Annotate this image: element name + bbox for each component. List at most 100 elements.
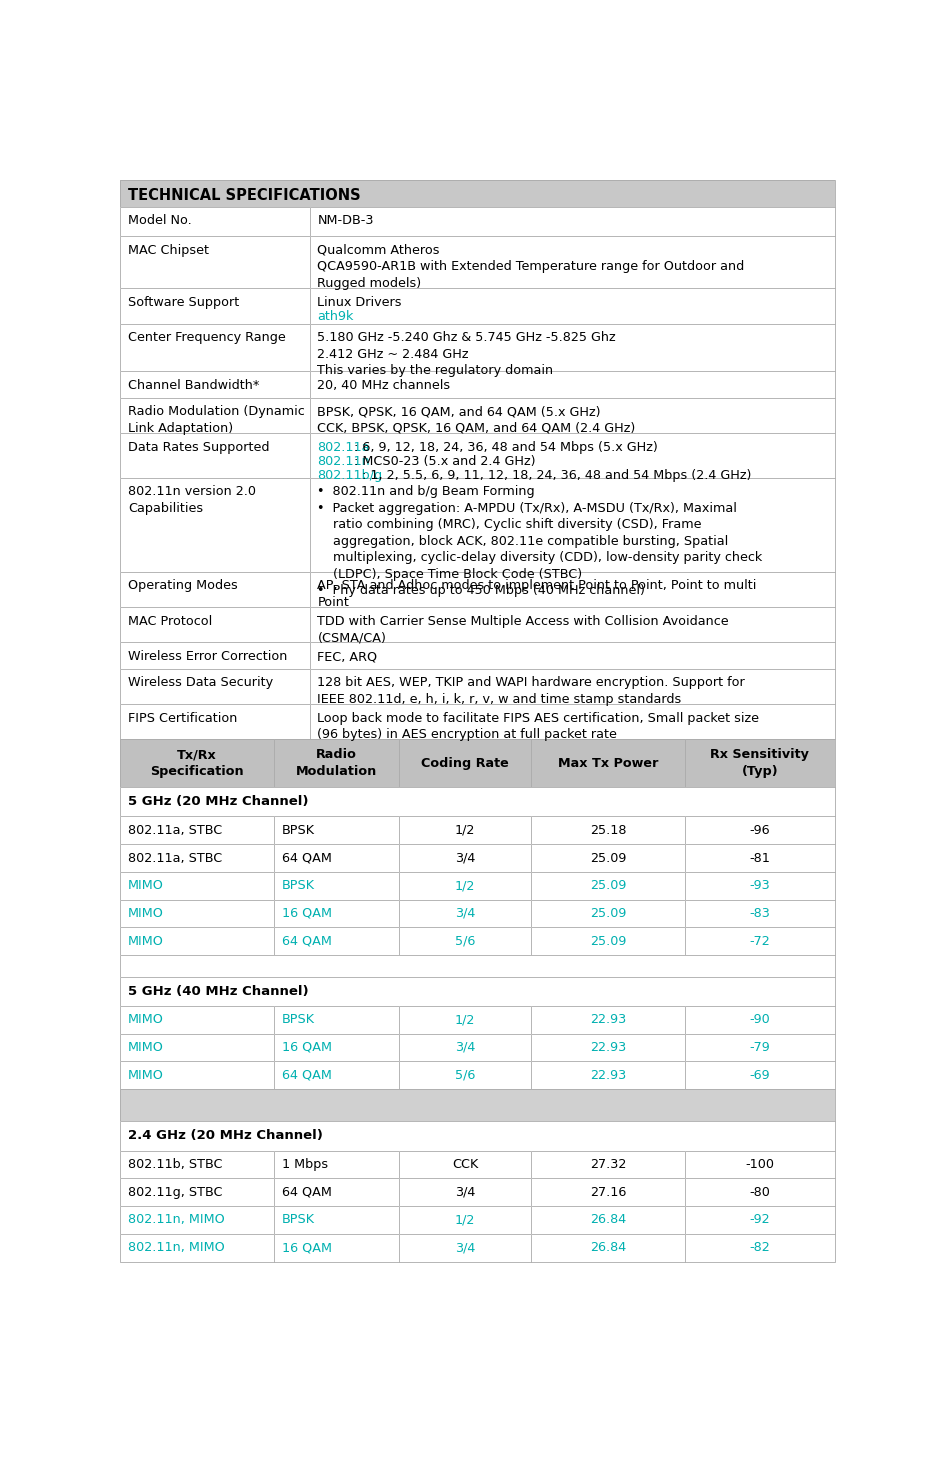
Bar — [120, 397, 309, 434]
Text: 64 QAM: 64 QAM — [281, 1185, 332, 1198]
Text: 2.4 GHz (20 MHz Channel): 2.4 GHz (20 MHz Channel) — [128, 1130, 323, 1143]
Bar — [120, 607, 309, 643]
Bar — [120, 816, 274, 844]
Bar — [399, 1178, 531, 1206]
Text: 22.93: 22.93 — [590, 1068, 626, 1081]
Text: 802.11n, MIMO: 802.11n, MIMO — [128, 1241, 225, 1254]
Text: BPSK: BPSK — [281, 879, 315, 892]
Bar — [399, 1234, 531, 1261]
Text: BPSK: BPSK — [281, 823, 315, 837]
Bar — [120, 643, 309, 668]
Bar — [120, 1061, 274, 1088]
Text: 25.09: 25.09 — [590, 851, 626, 864]
Text: 802.11a, STBC: 802.11a, STBC — [128, 823, 223, 837]
Bar — [120, 1178, 274, 1206]
Text: 802.11n, MIMO: 802.11n, MIMO — [128, 1213, 225, 1226]
Bar — [531, 1178, 685, 1206]
Bar — [531, 900, 685, 927]
Text: : 1, 2, 5.5, 6, 9, 11, 12, 18, 24, 36, 48 and 54 Mbps (2.4 GHz): : 1, 2, 5.5, 6, 9, 11, 12, 18, 24, 36, 4… — [363, 469, 752, 482]
Text: •  802.11n and b/g Beam Forming
•  Packet aggregation: A-MPDU (Tx/Rx), A-MSDU (T: • 802.11n and b/g Beam Forming • Packet … — [318, 485, 762, 598]
Text: 802.11g, STBC: 802.11g, STBC — [128, 1185, 223, 1198]
Bar — [120, 1234, 274, 1261]
Bar — [120, 1088, 835, 1121]
Text: -82: -82 — [749, 1241, 770, 1254]
Bar — [685, 927, 835, 955]
Text: MIMO: MIMO — [128, 907, 164, 920]
Text: 1/2: 1/2 — [455, 1213, 475, 1226]
Bar — [274, 900, 399, 927]
Bar — [274, 740, 399, 787]
Bar — [399, 900, 531, 927]
Bar — [685, 1061, 835, 1088]
Bar — [120, 372, 309, 397]
Bar — [120, 844, 274, 872]
Bar — [309, 705, 835, 740]
Bar — [309, 705, 835, 740]
Bar — [685, 900, 835, 927]
Bar — [120, 289, 309, 324]
Text: TECHNICAL SPECIFICATIONS: TECHNICAL SPECIFICATIONS — [128, 188, 361, 204]
Bar — [309, 607, 835, 643]
Text: MIMO: MIMO — [128, 1042, 164, 1053]
Bar — [399, 740, 531, 787]
Bar — [120, 207, 309, 236]
Bar — [531, 1150, 685, 1178]
Bar — [120, 1006, 274, 1034]
Bar — [120, 668, 309, 705]
Text: 25.09: 25.09 — [590, 935, 626, 948]
Bar — [309, 207, 835, 236]
Bar — [399, 1178, 531, 1206]
Bar — [399, 1061, 531, 1088]
Bar — [685, 1206, 835, 1234]
Bar — [309, 478, 835, 571]
Bar — [531, 816, 685, 844]
Bar — [120, 180, 835, 207]
Text: Radio Modulation (Dynamic
Link Adaptation): Radio Modulation (Dynamic Link Adaptatio… — [128, 406, 305, 435]
Bar — [685, 1150, 835, 1178]
Bar — [120, 1234, 274, 1261]
Bar — [399, 816, 531, 844]
Text: Coding Rate: Coding Rate — [421, 757, 509, 769]
Text: 802.11b/g: 802.11b/g — [318, 469, 383, 482]
Bar — [120, 478, 309, 571]
Bar — [120, 434, 309, 478]
Bar — [399, 927, 531, 955]
Bar — [274, 1034, 399, 1061]
Text: 1/2: 1/2 — [455, 1014, 475, 1026]
Bar — [309, 372, 835, 397]
Text: 27.32: 27.32 — [590, 1157, 626, 1171]
Bar — [309, 324, 835, 372]
Text: 3/4: 3/4 — [455, 1241, 475, 1254]
Text: 1 Mbps: 1 Mbps — [281, 1157, 328, 1171]
Bar — [120, 1206, 274, 1234]
Text: 25.09: 25.09 — [590, 879, 626, 892]
Text: MIMO: MIMO — [128, 1068, 164, 1081]
Text: MAC Protocol: MAC Protocol — [128, 615, 212, 627]
Bar — [120, 1121, 835, 1150]
Bar — [531, 1061, 685, 1088]
Text: MIMO: MIMO — [128, 935, 164, 948]
Text: 26.84: 26.84 — [590, 1241, 626, 1254]
Text: 3/4: 3/4 — [455, 1185, 475, 1198]
Bar — [685, 872, 835, 900]
Text: -90: -90 — [749, 1014, 770, 1026]
Bar — [531, 927, 685, 955]
Text: Linux Drivers: Linux Drivers — [318, 296, 402, 309]
Text: 802.11a, STBC: 802.11a, STBC — [128, 851, 223, 864]
Bar — [399, 844, 531, 872]
Bar — [309, 571, 835, 607]
Bar — [531, 927, 685, 955]
Bar — [399, 1006, 531, 1034]
Bar — [309, 434, 835, 478]
Text: Center Frequency Range: Center Frequency Range — [128, 331, 286, 344]
Text: 16 QAM: 16 QAM — [281, 1241, 332, 1254]
Bar — [120, 324, 309, 372]
Bar — [120, 207, 309, 236]
Bar — [531, 1206, 685, 1234]
Bar — [309, 289, 835, 324]
Text: Max Tx Power: Max Tx Power — [558, 757, 658, 769]
Text: -92: -92 — [749, 1213, 770, 1226]
Bar — [685, 816, 835, 844]
Text: 1/2: 1/2 — [455, 879, 475, 892]
Bar — [309, 668, 835, 705]
